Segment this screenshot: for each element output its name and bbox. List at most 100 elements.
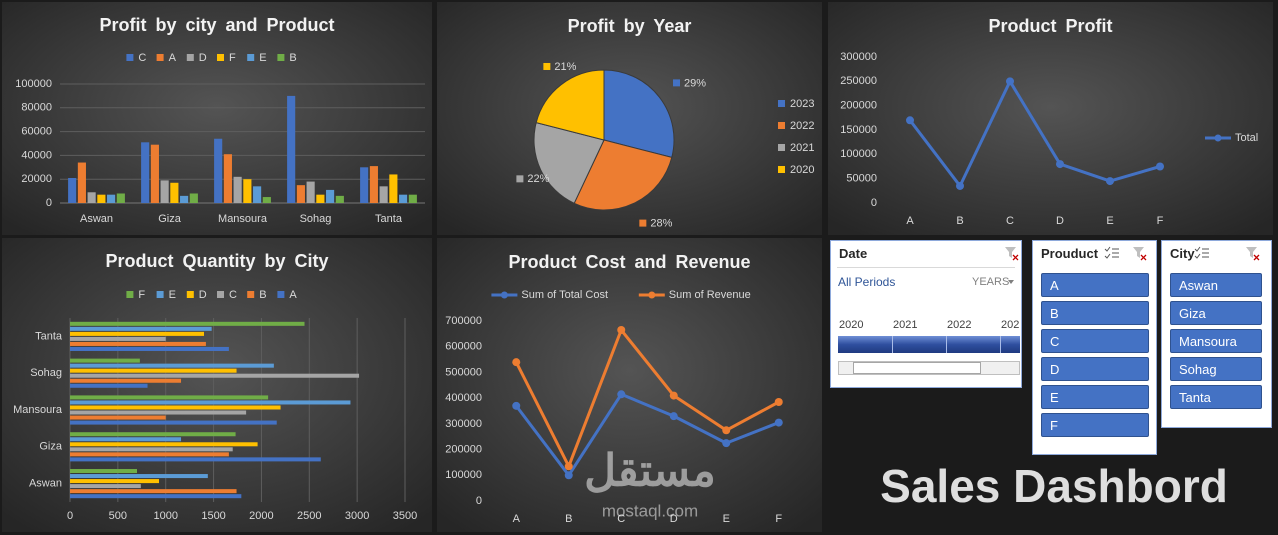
x-tick-label: 1000 xyxy=(153,510,177,522)
bar xyxy=(87,192,96,203)
bar xyxy=(70,368,237,373)
x-tick-label: A xyxy=(513,513,521,525)
chart-title: Product Quantity by City xyxy=(105,251,328,271)
bar xyxy=(399,194,408,203)
year-label[interactable]: 2020 xyxy=(839,319,864,331)
bar xyxy=(150,144,159,203)
chart-title: Profit by Year xyxy=(568,16,692,36)
y-tick-label: 50000 xyxy=(846,173,877,185)
x-tick-label: 500 xyxy=(109,510,127,522)
bar xyxy=(70,400,351,405)
multi-select-icon[interactable] xyxy=(1194,245,1210,261)
point xyxy=(1156,162,1164,171)
legend-label: B xyxy=(289,52,296,64)
bar xyxy=(70,405,281,410)
point xyxy=(512,358,521,367)
bar xyxy=(70,373,360,378)
slicer-item[interactable]: Aswan xyxy=(1170,273,1262,297)
y-tick-label: 0 xyxy=(476,495,482,507)
y-tick-label: 100000 xyxy=(445,469,482,481)
point xyxy=(669,412,678,421)
clear-filter-icon[interactable] xyxy=(1131,245,1147,261)
bar xyxy=(170,182,179,203)
y-tick-label: 40000 xyxy=(21,149,52,161)
clear-filter-icon[interactable] xyxy=(1003,245,1019,261)
year-label[interactable]: 2022 xyxy=(947,319,972,331)
bar xyxy=(107,194,116,203)
value-label: 29% xyxy=(684,77,706,89)
level[interactable]: YEARS xyxy=(972,276,1010,288)
x-tick-label: Aswan xyxy=(80,213,113,225)
bar xyxy=(233,176,242,203)
chart-title: Product Cost and Revenue xyxy=(508,252,750,272)
x-tick-label: D xyxy=(1056,215,1064,227)
x-tick-label: A xyxy=(906,215,914,227)
year-label[interactable]: 2021 xyxy=(893,319,918,331)
bar xyxy=(116,193,125,203)
year-tick xyxy=(892,336,893,353)
x-tick-label: 2000 xyxy=(249,510,273,522)
line xyxy=(908,79,1161,188)
year-label[interactable]: 202 xyxy=(1001,319,1020,331)
legend-swatch xyxy=(277,54,285,61)
point xyxy=(1106,177,1114,186)
legend-swatch xyxy=(186,291,194,298)
watermark: mostaql.com xyxy=(602,501,698,520)
slicer-item[interactable]: A xyxy=(1041,273,1149,297)
line xyxy=(514,328,780,468)
x-tick-label: 2500 xyxy=(297,510,321,522)
legend-label: D xyxy=(199,289,207,301)
bar xyxy=(70,484,141,489)
label-swatch xyxy=(516,175,524,183)
bar xyxy=(70,321,305,326)
divider xyxy=(837,267,1015,268)
point xyxy=(564,471,573,480)
slicer-item[interactable]: Sohag xyxy=(1170,357,1262,381)
bar xyxy=(70,363,274,368)
x-tick-label: B xyxy=(565,513,572,525)
slicer-item[interactable]: Mansoura xyxy=(1170,329,1262,353)
legend-label: Sum of Revenue xyxy=(669,289,751,301)
bar xyxy=(389,174,398,203)
bar xyxy=(141,142,150,203)
bar xyxy=(70,420,277,425)
point xyxy=(774,398,783,406)
product-slicer: Prouduct A B C D E F xyxy=(1032,240,1157,455)
x-tick-label: E xyxy=(723,513,730,525)
bar xyxy=(70,331,204,336)
timeline[interactable] xyxy=(838,336,1020,353)
legend-label: A xyxy=(289,289,297,301)
legend-swatch xyxy=(217,54,224,61)
bar xyxy=(335,195,344,203)
slicer-item[interactable]: Giza xyxy=(1170,301,1262,325)
y-tick-label: Sohag xyxy=(30,367,62,379)
slicer-item[interactable]: C xyxy=(1041,329,1149,353)
bar xyxy=(70,378,182,383)
scroll-thumb[interactable] xyxy=(853,362,981,374)
bar xyxy=(70,479,160,484)
selection[interactable]: All Periods xyxy=(838,275,896,289)
legend-label: Sum of Total Cost xyxy=(521,289,608,301)
slicer-item[interactable]: F xyxy=(1041,413,1149,437)
point xyxy=(722,426,731,435)
x-tick-label: F xyxy=(775,513,782,525)
slicer-item[interactable]: B xyxy=(1041,301,1149,325)
legend-swatch xyxy=(778,144,785,151)
y-tick-label: Mansoura xyxy=(13,404,63,416)
pie-slice xyxy=(603,69,675,159)
bar xyxy=(70,358,140,363)
pie-slice xyxy=(535,69,605,141)
legend-swatch xyxy=(247,54,255,61)
bar xyxy=(160,180,169,203)
slicer-item[interactable]: D xyxy=(1041,357,1149,381)
x-tick-label: 1500 xyxy=(201,510,225,522)
bar xyxy=(70,326,212,331)
clear-filter-icon[interactable] xyxy=(1244,245,1260,261)
legend-label: D xyxy=(199,52,207,64)
multi-select-icon[interactable] xyxy=(1104,245,1120,261)
slicer-item[interactable]: Tanta xyxy=(1170,385,1262,409)
slicer-title: Prouduct xyxy=(1041,246,1099,261)
slicer-item[interactable]: E xyxy=(1041,385,1149,409)
legend-label: 2021 xyxy=(790,142,814,154)
bar xyxy=(379,186,388,203)
